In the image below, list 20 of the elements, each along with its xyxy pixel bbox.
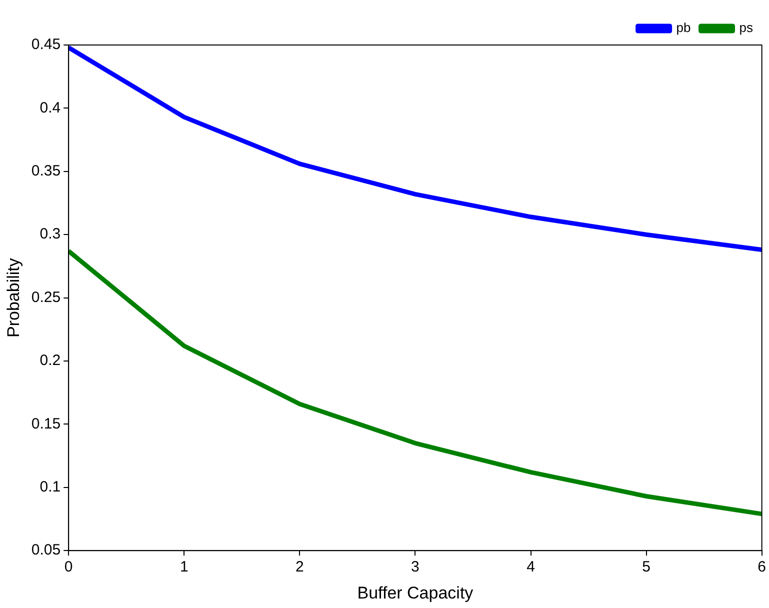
y-tick-label: 0.3 [40, 226, 61, 243]
x-tick-label: 3 [411, 558, 420, 576]
y-tick-label: 0.25 [31, 288, 61, 306]
x-tick-label: 0 [64, 558, 73, 576]
y-tick-label: 0.05 [31, 542, 61, 559]
x-tick-label: 6 [758, 558, 766, 576]
y-axis-title: Probability [4, 258, 23, 338]
y-tick-label: 0.35 [31, 162, 61, 180]
x-tick-label: 5 [642, 558, 650, 576]
legend-label: ps [739, 20, 754, 36]
x-tick-label: 2 [296, 558, 304, 576]
y-tick-label: 0.2 [40, 352, 61, 370]
x-tick-label: 1 [180, 558, 188, 576]
x-tick-label: 4 [526, 558, 535, 576]
y-tick-label: 0.1 [40, 478, 61, 496]
y-tick-label: 0.15 [31, 415, 61, 432]
y-tick-label: 0.4 [40, 99, 61, 116]
x-axis-title: Buffer Capacity [357, 583, 474, 602]
legend-label: pb [676, 20, 691, 36]
y-tick-label: 0.45 [31, 36, 61, 54]
